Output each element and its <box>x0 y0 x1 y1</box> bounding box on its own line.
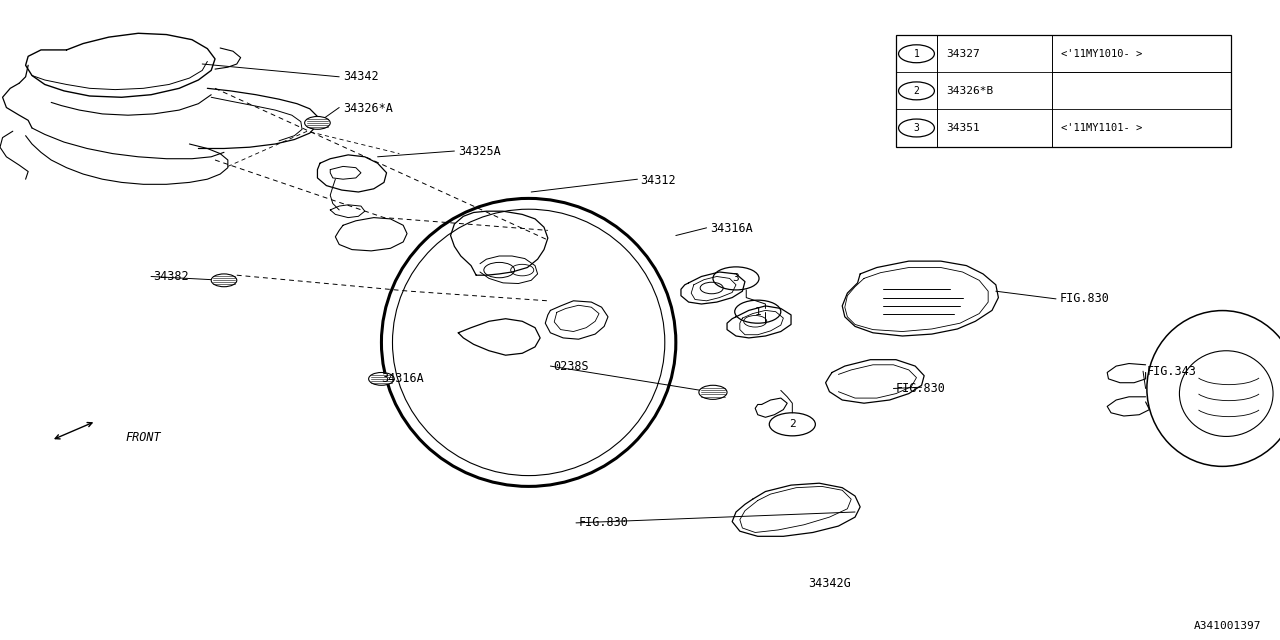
Circle shape <box>305 116 330 129</box>
Text: <'11MY1010- >: <'11MY1010- > <box>1061 49 1142 59</box>
Text: 34316A: 34316A <box>710 222 753 235</box>
Text: 34342G: 34342G <box>808 577 851 590</box>
Text: 34342: 34342 <box>343 70 379 83</box>
Text: 3: 3 <box>732 273 740 284</box>
Text: <'11MY1101- >: <'11MY1101- > <box>1061 123 1142 133</box>
Circle shape <box>369 372 394 385</box>
Text: FIG.830: FIG.830 <box>896 382 946 395</box>
Text: 34316A: 34316A <box>381 372 424 385</box>
Circle shape <box>211 274 237 287</box>
Text: 2: 2 <box>914 86 919 96</box>
Text: 0238S: 0238S <box>553 360 589 372</box>
Text: 1: 1 <box>914 49 919 59</box>
Text: FIG.830: FIG.830 <box>1060 292 1110 305</box>
Text: 3: 3 <box>914 123 919 133</box>
Text: 34312: 34312 <box>640 174 676 187</box>
Text: 34326*A: 34326*A <box>343 102 393 115</box>
Text: 34351: 34351 <box>946 123 979 133</box>
Circle shape <box>699 385 727 399</box>
Text: 1: 1 <box>754 307 762 317</box>
Text: 34327: 34327 <box>946 49 979 59</box>
Text: FRONT: FRONT <box>125 431 161 444</box>
Text: FIG.830: FIG.830 <box>579 516 628 529</box>
Text: 34325A: 34325A <box>458 145 500 158</box>
Text: 34326*B: 34326*B <box>946 86 993 96</box>
Text: A341001397: A341001397 <box>1193 621 1261 631</box>
Bar <box>896 35 1231 147</box>
Text: FIG.343: FIG.343 <box>1147 365 1197 378</box>
Text: 34382: 34382 <box>154 270 189 283</box>
Text: 2: 2 <box>788 419 796 429</box>
